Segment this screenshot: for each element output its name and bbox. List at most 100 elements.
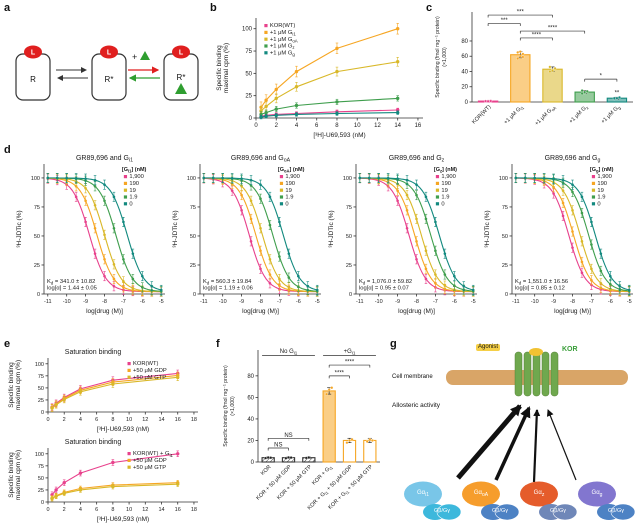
svg-text:+50 μM GDP: +50 μM GDP xyxy=(133,368,167,374)
svg-text:log[drug (M)]: log[drug (M)] xyxy=(86,308,123,315)
kor-helix xyxy=(541,351,550,397)
galpha-g-oval xyxy=(578,481,616,507)
svg-text:50: 50 xyxy=(190,234,196,240)
svg-text:****: **** xyxy=(548,26,558,32)
state1-label: R xyxy=(30,75,36,84)
svg-text:-11: -11 xyxy=(44,299,52,305)
svg-text:Kd = 560.3 ± 19.84: Kd = 560.3 ± 19.84 xyxy=(203,279,252,286)
svg-text:14: 14 xyxy=(158,507,164,513)
svg-text:[Gg] (nM): [Gg] (nM) xyxy=(590,167,614,174)
svg-text:GR89,696 and GoA: GR89,696 and GoA xyxy=(231,155,291,164)
svg-text:50: 50 xyxy=(38,476,44,482)
allosteric-arrow-weak xyxy=(532,409,541,483)
svg-text:190: 190 xyxy=(441,181,451,187)
svg-text:40: 40 xyxy=(247,417,254,423)
svg-text:-9: -9 xyxy=(395,299,400,305)
svg-text:NS: NS xyxy=(274,443,282,449)
svg-text:12: 12 xyxy=(374,123,381,129)
svg-text:KOR(WT): KOR(WT) xyxy=(133,361,159,367)
svg-text:+50 μM GTP: +50 μM GTP xyxy=(133,375,166,381)
svg-text:8: 8 xyxy=(111,507,114,513)
svg-text:log[drug (M)]: log[drug (M)] xyxy=(242,308,279,315)
svg-text:[Gz] (nM): [Gz] (nM) xyxy=(434,167,457,174)
gbeta-gamma-oval xyxy=(494,503,520,521)
gprotein-triangle-icon xyxy=(175,83,187,94)
svg-text:-6: -6 xyxy=(296,299,301,305)
svg-text:0: 0 xyxy=(349,292,352,298)
svg-text:-6: -6 xyxy=(608,299,613,305)
gbeta-gamma-oval xyxy=(436,503,462,521)
svg-text:+1 μM Gi1: +1 μM Gi1 xyxy=(270,30,296,37)
svg-text:50: 50 xyxy=(38,386,44,392)
svg-text:75: 75 xyxy=(38,374,44,380)
svg-text:18: 18 xyxy=(191,417,197,423)
panel-c-label: c xyxy=(426,2,433,14)
svg-text:0: 0 xyxy=(46,417,49,423)
allosteric-arrow-strong xyxy=(456,404,522,480)
receptor-activation-schematic: L R L R* + L R* xyxy=(15,45,199,101)
state2-label: R* xyxy=(105,75,114,84)
svg-text:60: 60 xyxy=(247,395,254,401)
svg-text:19: 19 xyxy=(285,188,291,194)
svg-text:10: 10 xyxy=(126,507,132,513)
svg-text:1.9: 1.9 xyxy=(285,195,293,201)
panel-g-label: g xyxy=(390,338,397,350)
gbeta-gamma-oval xyxy=(610,503,636,521)
svg-text:4: 4 xyxy=(79,417,82,423)
kor-helix xyxy=(523,351,532,397)
svg-text:log[drug (M)]: log[drug (M)] xyxy=(398,308,435,315)
svg-text:-9: -9 xyxy=(83,299,88,305)
svg-text:****: **** xyxy=(335,370,345,376)
svg-text:1,900: 1,900 xyxy=(441,174,456,180)
svg-text:20: 20 xyxy=(461,85,468,91)
svg-text:+1 μM Gg: +1 μM Gg xyxy=(600,104,622,126)
svg-text:75: 75 xyxy=(502,205,508,211)
svg-text:2: 2 xyxy=(63,417,66,423)
svg-text:+1 μM Gi1: +1 μM Gi1 xyxy=(503,104,526,127)
agonist-label: Agonist xyxy=(476,344,501,351)
svg-text:6: 6 xyxy=(95,417,98,423)
svg-text:KOR(WT): KOR(WT) xyxy=(270,23,296,29)
svg-text:14: 14 xyxy=(394,123,401,129)
svg-text:25: 25 xyxy=(190,263,196,269)
svg-text:-8: -8 xyxy=(102,299,107,305)
svg-text:-11: -11 xyxy=(356,299,364,305)
svg-text:100: 100 xyxy=(499,176,508,182)
svg-text:0: 0 xyxy=(41,500,44,506)
galpha-z-oval xyxy=(520,481,558,507)
allosteric-arrow-weakest xyxy=(546,409,577,481)
svg-text:10: 10 xyxy=(126,417,132,423)
svg-text:4: 4 xyxy=(79,507,82,513)
svg-text:100: 100 xyxy=(187,176,196,182)
svg-text:-7: -7 xyxy=(433,299,438,305)
svg-text:75: 75 xyxy=(190,205,196,211)
svg-text:-10: -10 xyxy=(531,299,539,305)
svg-text:75: 75 xyxy=(38,464,44,470)
plus-sign: + xyxy=(132,52,137,62)
svg-text:+1 μM Gg: +1 μM Gg xyxy=(270,50,296,57)
nucleotide-bar-chart: 0 20 40 60 80 Specific binding (fmol mg⁻¹ pro… xyxy=(223,349,380,511)
svg-text:100: 100 xyxy=(35,362,44,368)
agonist-icon xyxy=(529,348,543,356)
svg-text:Saturation binding: Saturation binding xyxy=(65,439,122,446)
svg-text:KOR + 50 μM GDP: KOR + 50 μM GDP xyxy=(255,464,293,502)
gbeta-gamma-label: Gβ/Gγ xyxy=(492,508,508,514)
svg-text:maximal cpm (%): maximal cpm (%) xyxy=(15,360,22,410)
svg-text:0: 0 xyxy=(193,292,196,298)
ligand-icon xyxy=(24,45,42,59)
svg-text:-9: -9 xyxy=(551,299,556,305)
svg-text:-10: -10 xyxy=(219,299,227,305)
svg-text:Kd = 341.0 ± 10.82: Kd = 341.0 ± 10.82 xyxy=(47,279,95,286)
galpha-g-label: Gαg xyxy=(591,490,603,499)
svg-text:1,900: 1,900 xyxy=(285,174,300,180)
svg-text:-8: -8 xyxy=(258,299,263,305)
ligand-label: L xyxy=(107,50,112,57)
svg-text:Specific binding: Specific binding xyxy=(8,452,15,498)
svg-text:190: 190 xyxy=(597,181,607,187)
svg-text:1,900: 1,900 xyxy=(597,174,612,180)
svg-text:-5: -5 xyxy=(471,299,476,305)
svg-text:18: 18 xyxy=(191,507,197,513)
ligand-icon xyxy=(172,45,190,59)
